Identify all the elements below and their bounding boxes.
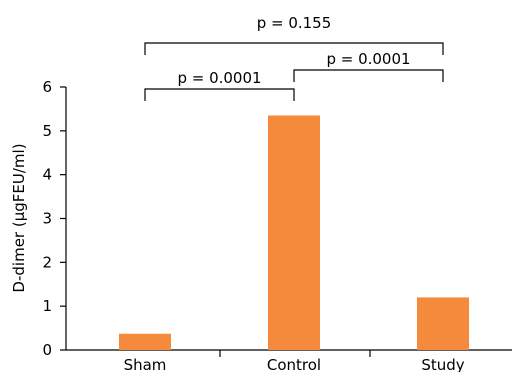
- y-axis-title: D-dimer (µgFEU/ml): [10, 143, 28, 292]
- category-labels: Sham Control Study: [124, 356, 465, 372]
- significance-bracket: [144, 88, 295, 101]
- y-tick-label: 5: [42, 122, 52, 140]
- significance-brackets: p = 0.0001 p = 0.0001 p = 0.155: [144, 14, 444, 101]
- bar-sham: [119, 333, 171, 350]
- x-axis-ticks: [219, 350, 371, 357]
- x-category-label: Study: [421, 356, 464, 372]
- x-category-label: Control: [267, 356, 321, 372]
- bars-group: [119, 115, 469, 350]
- y-tick-label: 3: [42, 210, 52, 228]
- y-tick-label: 2: [42, 253, 52, 271]
- bar-study: [417, 297, 469, 350]
- x-category-label: Sham: [124, 356, 167, 372]
- p-value-label: p = 0.0001: [326, 50, 410, 68]
- p-value-label: p = 0.0001: [177, 69, 261, 87]
- y-tick-label: 0: [42, 341, 52, 359]
- p-value-label: p = 0.155: [257, 14, 332, 32]
- y-tick-label: 1: [42, 297, 52, 315]
- y-axis-ticks: 0 1 2 3 4 5 6: [42, 78, 66, 359]
- bar-control: [268, 115, 320, 350]
- significance-bracket: [293, 69, 444, 82]
- significance-bracket: [144, 42, 444, 55]
- y-tick-label: 4: [42, 166, 52, 184]
- y-tick-label: 6: [42, 78, 52, 96]
